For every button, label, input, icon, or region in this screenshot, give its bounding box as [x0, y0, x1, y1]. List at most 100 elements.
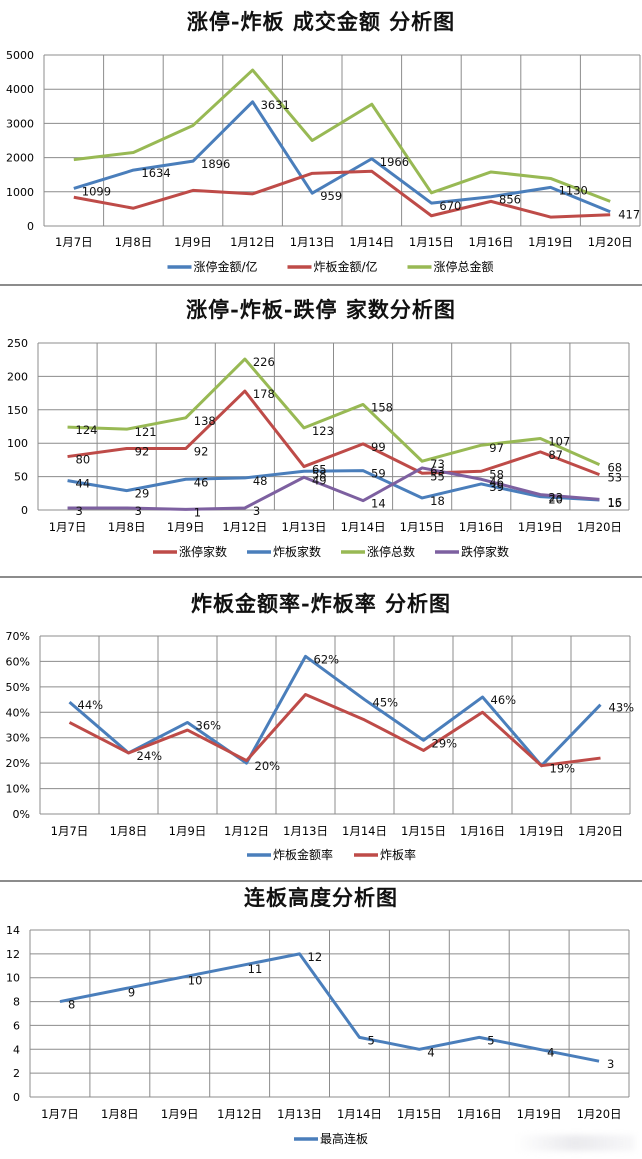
- y-tick-label: 8: [13, 996, 20, 1009]
- y-tick-label: 150: [7, 404, 28, 417]
- data-label: 36%: [196, 718, 222, 732]
- legend-label: 涨停金额/亿: [194, 259, 258, 274]
- divider: [0, 284, 642, 286]
- x-tick-label: 1月14日: [349, 235, 394, 249]
- data-label: 5: [487, 1033, 494, 1047]
- x-tick-label: 1月15日: [400, 520, 445, 534]
- data-label: 63: [430, 464, 445, 478]
- y-tick-label: 2000: [6, 152, 34, 165]
- y-tick-label: 14: [6, 924, 20, 937]
- series-line: [67, 469, 600, 502]
- data-label: 44: [76, 477, 91, 491]
- data-label: 46%: [491, 693, 517, 707]
- data-label: 959: [320, 189, 342, 203]
- data-label: 55: [430, 469, 445, 483]
- chart-title: 连板高度分析图: [244, 885, 398, 910]
- watermark: [515, 1135, 635, 1151]
- y-tick-label: 3000: [6, 117, 34, 130]
- y-tick-label: 250: [7, 337, 28, 350]
- data-label: 10: [188, 974, 203, 988]
- data-label: 9: [128, 986, 135, 1000]
- data-label: 24%: [137, 749, 163, 763]
- chart-title: 涨停-炸板 成交金额 分析图: [186, 9, 456, 34]
- x-tick-label: 1月16日: [469, 235, 514, 249]
- data-label: 138: [194, 414, 216, 428]
- chart-panel-counts: 涨停-炸板-跌停 家数分析图: [0, 286, 642, 576]
- data-label: 3: [253, 504, 260, 518]
- data-label: 226: [253, 355, 275, 369]
- y-tick-label: 10: [6, 972, 20, 985]
- series-line: [73, 68, 611, 203]
- data-label: 15: [607, 496, 622, 510]
- x-tick-label: 1月7日: [55, 235, 93, 249]
- data-label: 1099: [82, 184, 111, 198]
- data-label: 3: [135, 504, 142, 518]
- legend-label: 涨停总金额: [434, 259, 494, 274]
- series-line: [68, 692, 601, 768]
- y-tick-label: 2: [13, 1067, 20, 1080]
- chart-title: 炸板金额率-炸板率 分析图: [190, 591, 452, 616]
- y-tick-label: 5000: [6, 49, 34, 62]
- x-tick-label: 1月20日: [577, 520, 622, 534]
- data-label: 3: [76, 504, 83, 518]
- data-label: 53: [607, 471, 622, 485]
- divider: [0, 576, 642, 578]
- data-label: 44%: [78, 698, 104, 712]
- chart1-plot: 0 1000 2000 3000 4000 5000 1月7日 1月8日 1月9日 1月12日 1月…: [6, 49, 641, 274]
- data-label: 20: [548, 493, 563, 507]
- data-label: 1634: [141, 166, 170, 180]
- legend-label: 炸板金额/亿: [314, 259, 378, 274]
- data-label: 18: [430, 494, 445, 508]
- x-tick-label: 1月16日: [459, 520, 504, 534]
- x-tick-label: 1月8日: [110, 824, 148, 838]
- divider: [0, 880, 642, 882]
- data-label: 92: [194, 445, 209, 459]
- data-label: 43%: [609, 701, 635, 715]
- data-label: 29: [135, 487, 150, 501]
- data-label: 5: [367, 1033, 374, 1047]
- data-label: 73: [430, 457, 445, 471]
- x-tick-label: 1月16日: [457, 1107, 502, 1121]
- x-tick-label: 1月15日: [401, 824, 446, 838]
- data-label: 3: [607, 1057, 614, 1071]
- y-tick-label: 0: [27, 220, 34, 233]
- y-tick-label: 0%: [13, 808, 30, 821]
- x-tick-label: 1月12日: [222, 520, 267, 534]
- data-label: 46: [489, 475, 504, 489]
- data-label: 39: [489, 480, 504, 494]
- x-tick-label: 1月9日: [161, 1107, 199, 1121]
- x-tick-label: 1月12日: [224, 824, 269, 838]
- legend-label: 炸板家数: [273, 544, 321, 559]
- legend-label: 跌停家数: [461, 544, 509, 559]
- x-tick-label: 1月19日: [528, 235, 573, 249]
- data-label: 4: [547, 1045, 554, 1059]
- y-tick-label: 60%: [6, 655, 30, 668]
- data-label: 68: [607, 461, 622, 475]
- chart4-plot: 0 2 4 6 8 10 12 14 1月7日 1月8日 1月9日 1月12日 1月13日 1月14日 1月…: [6, 924, 630, 1146]
- x-tick-label: 1月13日: [281, 520, 326, 534]
- x-tick-label: 1月19日: [518, 520, 563, 534]
- data-label: 1130: [559, 183, 588, 197]
- data-label: 58: [312, 467, 327, 481]
- x-tick-label: 1月8日: [115, 235, 153, 249]
- legend-label: 涨停总数: [367, 544, 415, 559]
- x-tick-label: 1月9日: [169, 824, 207, 838]
- x-tick-label: 1月14日: [342, 824, 387, 838]
- data-label: 46: [194, 475, 209, 489]
- y-tick-label: 30%: [6, 732, 30, 745]
- x-tick-label: 1月13日: [283, 824, 328, 838]
- chart-title: 涨停-炸板-跌停 家数分析图: [186, 297, 456, 322]
- data-label: 12: [308, 950, 323, 964]
- legend-label: 涨停家数: [179, 544, 227, 559]
- y-tick-label: 100: [7, 437, 28, 450]
- legend-label: 炸板率: [380, 847, 416, 862]
- data-label: 1966: [380, 155, 409, 169]
- x-tick-label: 1月9日: [167, 520, 205, 534]
- data-label: 49: [312, 473, 327, 487]
- data-label: 107: [548, 435, 570, 449]
- chart-panel-streak-height: 连板高度分析图: [0, 882, 642, 1159]
- data-label: 670: [439, 199, 461, 213]
- data-label: 178: [253, 387, 275, 401]
- data-label: 1: [194, 505, 201, 519]
- data-label: 59: [371, 467, 386, 481]
